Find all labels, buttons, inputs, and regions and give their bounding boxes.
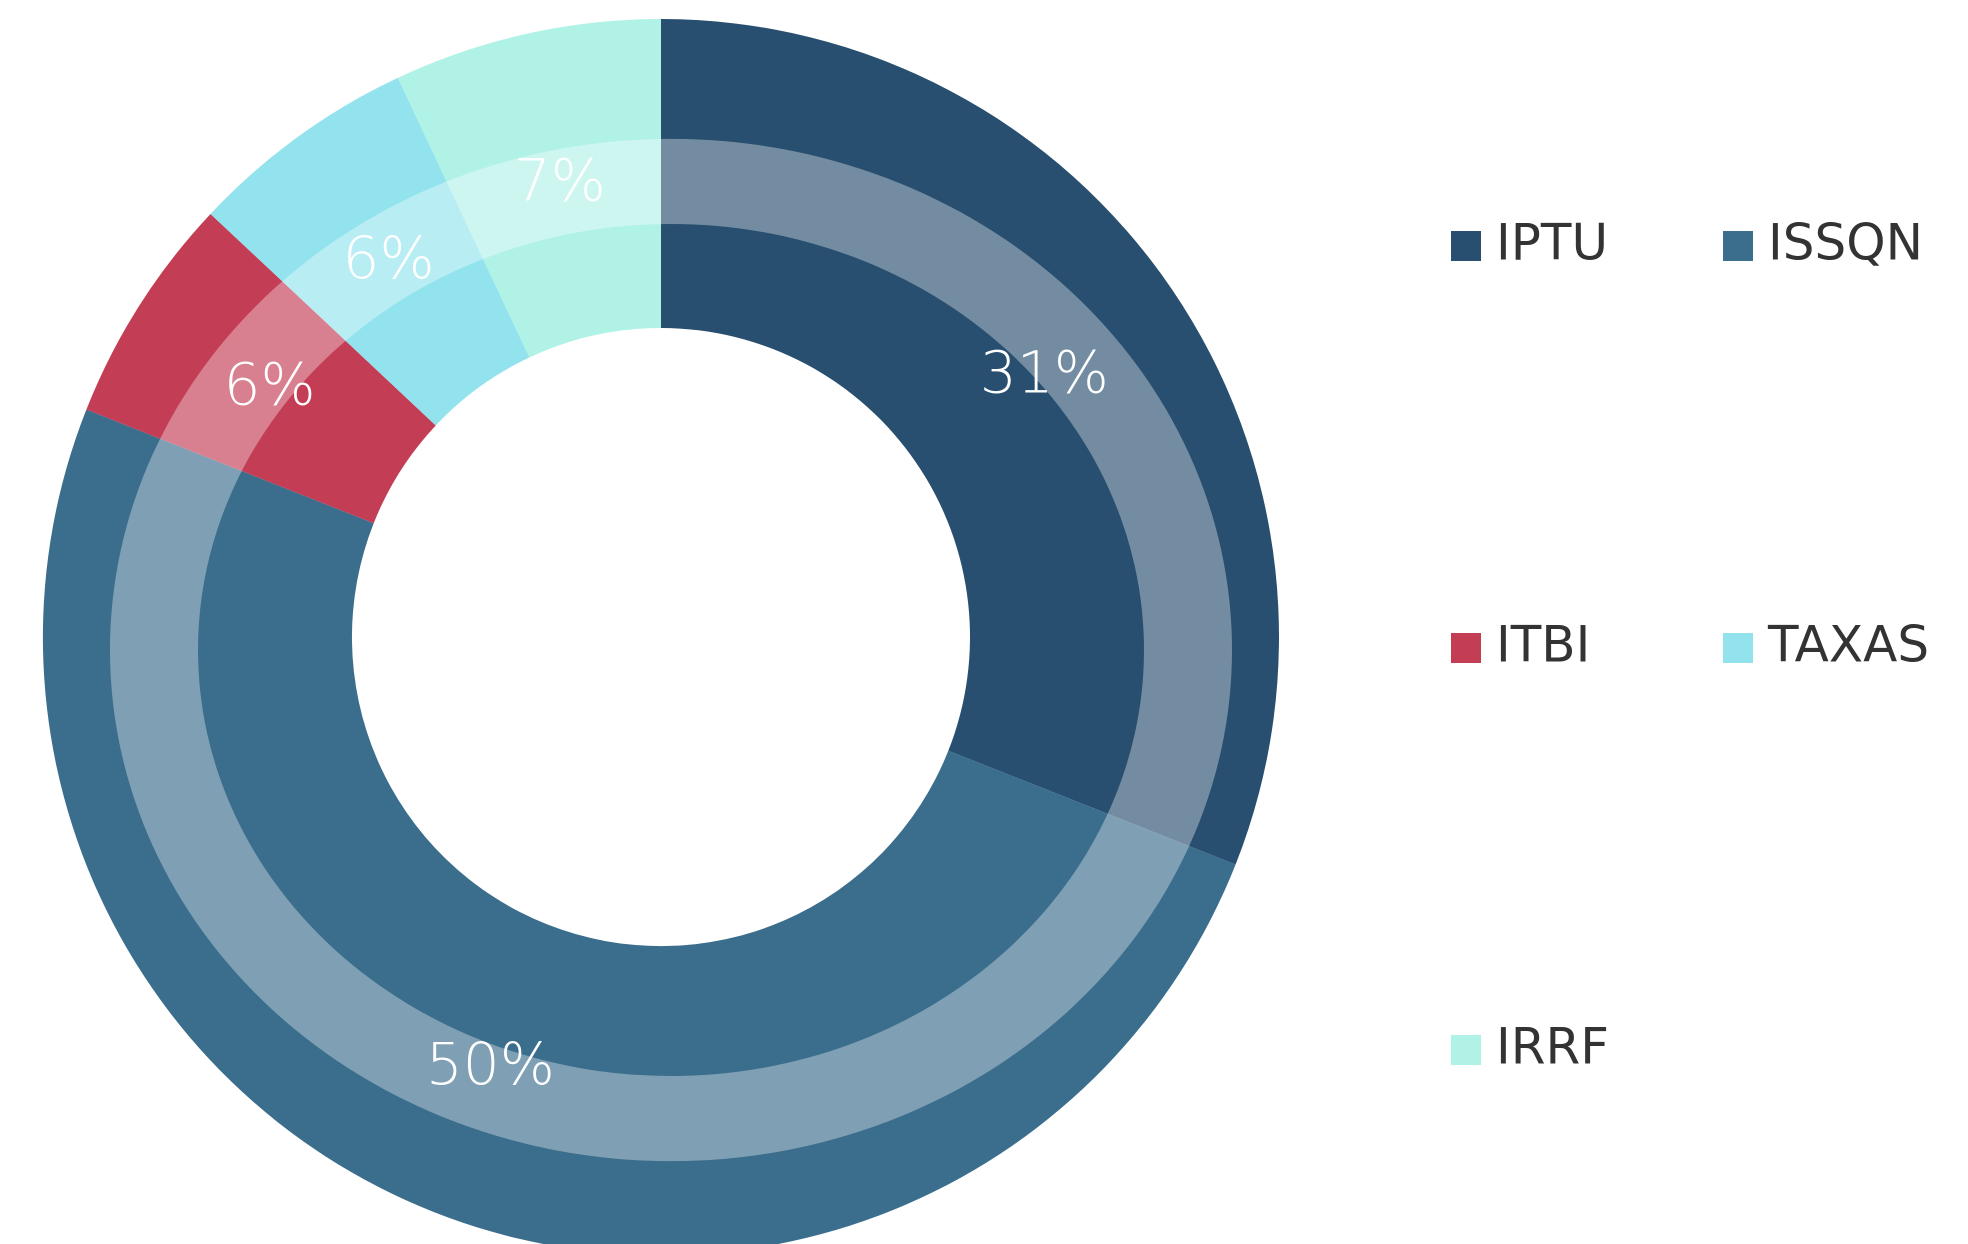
legend: IPTU ISSQN ITBI TAXAS IRRF — [1451, 214, 1929, 1076]
legend-label: IRRF — [1496, 1018, 1609, 1076]
legend-swatch — [1723, 633, 1753, 663]
slice — [397, 18, 661, 358]
legend-label: IPTU — [1496, 214, 1608, 272]
value-label: 50% — [426, 1030, 555, 1098]
slice — [210, 77, 530, 426]
value-label: 6% — [343, 224, 435, 292]
slice — [86, 213, 436, 524]
legend-swatch — [1723, 231, 1753, 261]
slice — [42, 409, 1236, 1244]
legend-label: ISSQN — [1768, 214, 1923, 272]
value-label: 6% — [224, 351, 316, 419]
legend-swatch — [1451, 1035, 1481, 1065]
slices — [42, 18, 1280, 1244]
value-label: 31% — [980, 338, 1109, 406]
legend-swatch — [1451, 633, 1481, 663]
labels: 31% 50% 6% 6% 7% — [224, 147, 1109, 1098]
legend-label: ITBI — [1496, 616, 1590, 674]
value-label: 7% — [514, 147, 606, 215]
legend-swatch — [1451, 231, 1481, 261]
legend-label: TAXAS — [1767, 616, 1929, 674]
slice — [661, 19, 1280, 865]
